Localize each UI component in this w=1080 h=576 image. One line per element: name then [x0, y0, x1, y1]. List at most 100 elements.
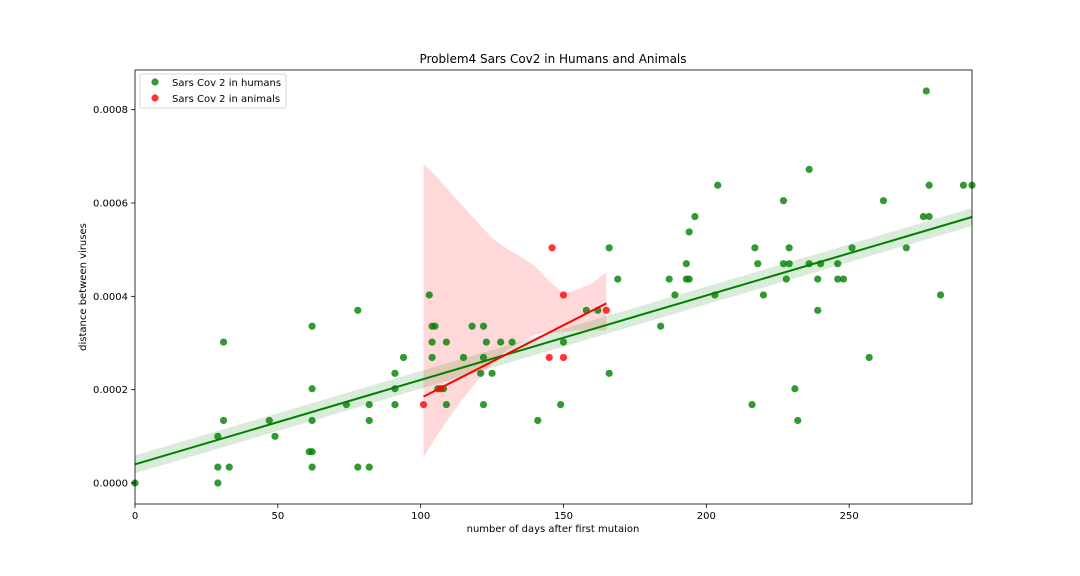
y-tick-label: 0.0002 [93, 385, 128, 396]
point-humans [399, 353, 408, 362]
point-humans [308, 463, 316, 471]
point-humans [497, 338, 505, 346]
y-tick-label: 0.0000 [93, 479, 128, 490]
point-humans [925, 181, 933, 189]
point-animals [548, 244, 556, 252]
point-humans [468, 322, 476, 330]
point-humans [794, 416, 802, 425]
point-humans [814, 306, 822, 314]
chart-title: Problem4 Sars Cov2 in Humans and Animals [419, 52, 686, 66]
y-axis-label: distance between viruses [78, 223, 89, 351]
point-humans [782, 275, 790, 283]
point-humans [785, 260, 793, 268]
point-humans [219, 416, 228, 425]
point-humans [477, 369, 485, 377]
point-humans [785, 244, 793, 252]
point-humans [959, 181, 968, 189]
point-humans [559, 338, 568, 346]
point-humans [308, 385, 316, 393]
point-humans [605, 244, 613, 252]
point-humans [665, 275, 673, 283]
point-humans [834, 275, 842, 283]
point-humans [225, 463, 233, 471]
y-tick-label: 0.0008 [93, 105, 128, 116]
point-humans [557, 401, 565, 409]
point-humans [714, 181, 722, 189]
y-tick-label: 0.0004 [93, 292, 128, 303]
point-humans [479, 353, 488, 362]
ci-band-animals [423, 164, 607, 458]
point-humans [834, 260, 842, 268]
point-humans [428, 338, 436, 346]
point-humans [265, 416, 273, 425]
point-humans [308, 448, 316, 456]
y-axis-ticks: 0.0000 0.0002 0.0004 0.0006 0.0008 [93, 105, 135, 490]
point-humans [482, 338, 490, 346]
point-humans [848, 244, 856, 252]
point-humans [479, 322, 488, 330]
point-humans [805, 165, 813, 173]
point-humans [442, 338, 450, 346]
point-humans [902, 244, 910, 252]
point-humans [814, 275, 822, 283]
point-humans [354, 463, 362, 471]
data-points [131, 87, 976, 487]
y-tick-label: 0.0006 [93, 199, 128, 210]
point-humans [779, 197, 788, 205]
x-tick-label: 50 [271, 511, 284, 522]
point-humans [214, 463, 222, 471]
point-humans [936, 291, 945, 299]
point-humans [271, 432, 279, 440]
point-humans [488, 369, 496, 377]
point-animals [559, 291, 568, 299]
point-humans [605, 369, 613, 377]
point-humans [425, 291, 433, 299]
point-humans [459, 353, 468, 362]
point-humans [682, 260, 690, 268]
point-humans [691, 212, 699, 221]
x-tick-label: 150 [554, 511, 573, 522]
point-humans [657, 322, 665, 330]
point-animals [545, 353, 553, 362]
regression-lines [134, 216, 973, 466]
point-humans [508, 338, 516, 346]
x-axis-ticks: 0 50 100 150 200 250 [132, 504, 859, 522]
legend-marker-humans [151, 78, 159, 86]
x-axis-label: number of days after first mutaion [467, 524, 640, 535]
x-tick-label: 200 [697, 511, 716, 522]
point-humans [925, 212, 933, 221]
plot-frame [134, 69, 973, 505]
legend-label-animals: Sars Cov 2 in animals [172, 94, 280, 105]
point-humans [365, 401, 373, 409]
point-humans [922, 87, 930, 95]
point-humans [759, 291, 768, 299]
x-tick-label: 100 [411, 511, 430, 522]
legend-label-humans: Sars Cov 2 in humans [172, 78, 281, 89]
point-humans [839, 275, 848, 283]
legend-box [139, 73, 287, 109]
point-humans [214, 479, 222, 487]
point-humans [614, 275, 622, 283]
point-humans [365, 463, 373, 471]
point-humans [214, 432, 222, 440]
point-humans [219, 338, 228, 346]
point-humans [479, 401, 488, 409]
point-humans [865, 353, 873, 362]
point-humans [442, 401, 450, 409]
point-humans [671, 291, 679, 299]
point-humans [879, 197, 888, 205]
point-humans [431, 322, 439, 330]
point-humans [365, 416, 373, 425]
x-tick-label: 250 [840, 511, 859, 522]
point-humans [685, 275, 693, 283]
point-humans [308, 322, 316, 330]
point-humans [391, 369, 399, 377]
point-animals [559, 353, 568, 362]
point-animals [602, 306, 610, 314]
point-humans [428, 353, 436, 362]
regression-line-animals [423, 302, 607, 398]
point-humans [354, 306, 362, 314]
legend-marker-animals [151, 94, 159, 102]
point-humans [754, 260, 762, 268]
